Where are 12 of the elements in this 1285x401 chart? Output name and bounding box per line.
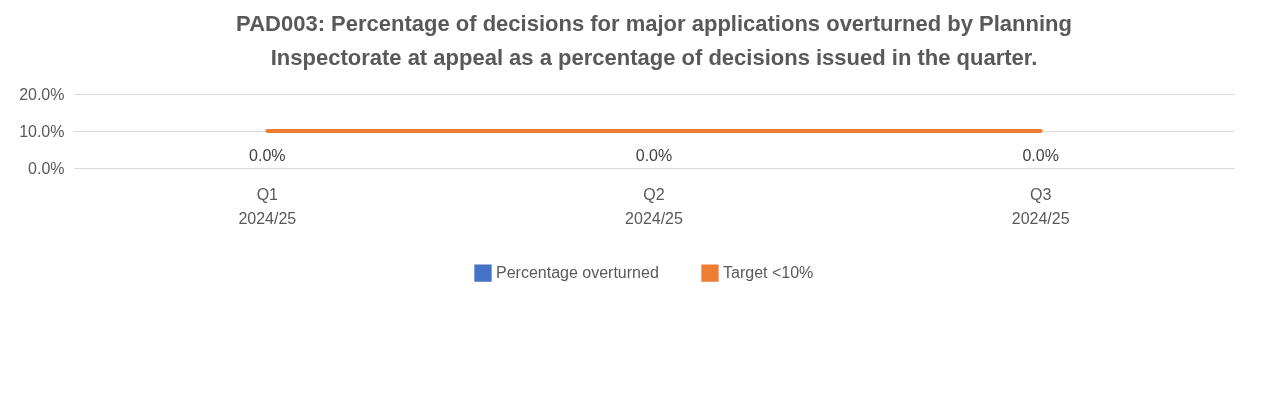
x-tick-label: Q1 2024/25 bbox=[238, 185, 297, 227]
data-label: 0.0% bbox=[1022, 147, 1059, 164]
data-label: 0.0% bbox=[249, 147, 286, 164]
chart-title: PAD003: Percentage of decisions for major applications overturned by Planning Inspectorate at appeal as a percentage of decisions issued in the quarter. bbox=[236, 11, 1072, 70]
x-tick-label: Q3 2024/25 bbox=[1011, 185, 1070, 227]
data-label: 0.0% bbox=[635, 147, 673, 164]
y-tick-label: 0.0% bbox=[28, 159, 65, 177]
legend-label: Target <10% bbox=[723, 264, 814, 282]
x-tick-label: Q2 2024/25 bbox=[625, 185, 684, 227]
y-tick-label: 10.0% bbox=[19, 122, 65, 140]
legend-label: Percentage overturned bbox=[496, 264, 659, 282]
y-tick-label: 20.0% bbox=[19, 85, 65, 103]
